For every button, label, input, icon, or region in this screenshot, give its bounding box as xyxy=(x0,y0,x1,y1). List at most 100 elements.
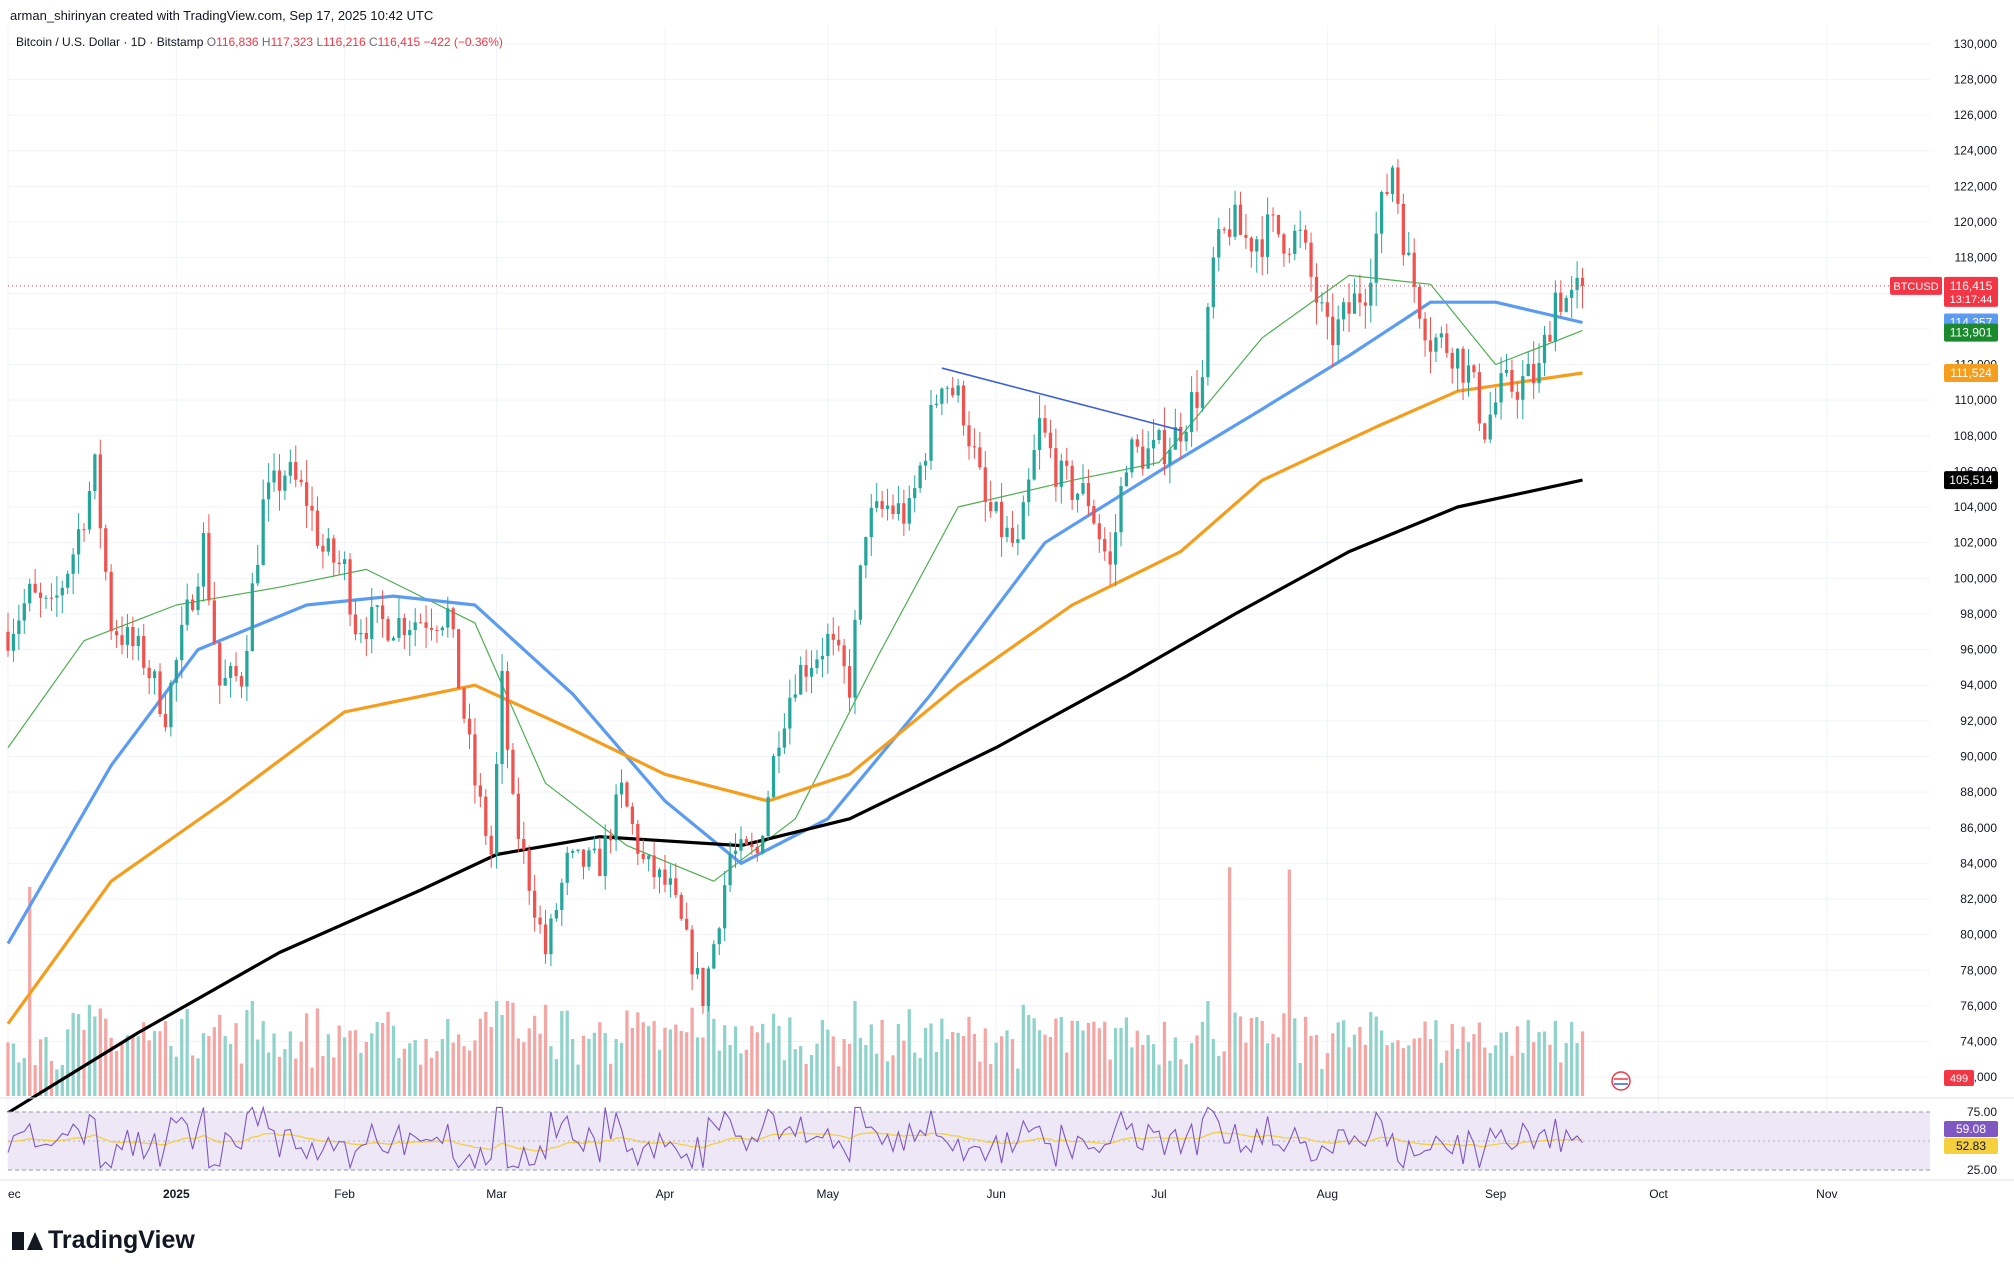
volume-bar xyxy=(1108,1059,1112,1096)
candle-body xyxy=(967,425,971,447)
candle-body xyxy=(614,794,618,841)
candle-body xyxy=(353,614,358,635)
volume-bar xyxy=(771,1013,776,1096)
candle-body xyxy=(49,597,54,599)
price-tick-label: 78,000 xyxy=(1960,963,1997,977)
candle-body xyxy=(1439,333,1443,338)
volume-bar xyxy=(326,1034,330,1096)
candle-body xyxy=(1119,486,1123,533)
candle-body xyxy=(1499,373,1503,403)
candle-body xyxy=(1293,230,1297,255)
volume-bar xyxy=(163,1021,168,1096)
volume-bar xyxy=(223,1036,227,1096)
candle-body xyxy=(380,605,385,619)
candle-body xyxy=(136,636,140,647)
candle-body xyxy=(1336,319,1340,345)
volume-bar xyxy=(1244,1042,1248,1096)
candle-body xyxy=(38,592,43,598)
volume-bar xyxy=(114,1050,119,1096)
candle-body xyxy=(419,622,423,624)
volume-bar xyxy=(695,1037,700,1096)
candle-body xyxy=(261,499,265,565)
volume-bar xyxy=(533,1015,537,1096)
price-tick-label: 110,000 xyxy=(1955,393,1998,407)
volume-bar xyxy=(1103,1021,1107,1096)
candle-body xyxy=(1233,204,1237,237)
candle-body xyxy=(1564,297,1568,312)
volume-bar xyxy=(565,1010,569,1096)
candle-body xyxy=(131,626,135,647)
volume-bar xyxy=(945,1039,949,1096)
candle-body xyxy=(1510,370,1514,392)
symbol-name: Bitcoin / U.S. Dollar · 1D · Bitstamp xyxy=(16,35,204,49)
volume-bar xyxy=(826,1029,830,1096)
price-tick-label: 94,000 xyxy=(1960,678,1997,692)
volume-bar xyxy=(272,1033,276,1096)
candle-body xyxy=(223,677,227,686)
volume-bar xyxy=(1287,869,1291,1096)
volume-bar xyxy=(777,1025,781,1096)
candle-body xyxy=(820,655,825,660)
price-badge-value: 113,901 xyxy=(1950,326,1993,340)
candle-body xyxy=(1032,450,1036,480)
volume-bar xyxy=(1369,1012,1373,1096)
volume-bar xyxy=(1016,1068,1020,1096)
candle-body xyxy=(1282,234,1286,254)
volume-bar xyxy=(728,1044,732,1096)
volume-bar xyxy=(625,1010,629,1096)
volume-bar xyxy=(668,1029,673,1096)
volume-bar xyxy=(690,1007,694,1096)
candle-body xyxy=(478,785,482,797)
candle-body xyxy=(907,498,911,524)
volume-bar xyxy=(1418,1037,1422,1096)
candle-body xyxy=(695,967,700,975)
volume-bar xyxy=(527,1028,531,1096)
tradingview-logo[interactable]: TradingView xyxy=(12,1226,195,1255)
candle-body xyxy=(1374,233,1378,283)
candle-body xyxy=(1466,365,1471,383)
volume-bar xyxy=(353,1030,358,1096)
price-tick-label: 102,000 xyxy=(1954,536,1998,550)
volume-bar xyxy=(169,1045,173,1096)
volume-bar xyxy=(1570,1022,1574,1096)
candle-body xyxy=(1298,229,1302,231)
volume-bar xyxy=(1548,1044,1552,1096)
candle-body xyxy=(511,749,515,794)
candle-body xyxy=(142,636,146,668)
candle-body xyxy=(712,944,716,969)
volume-bar xyxy=(858,1037,863,1096)
volume-bar xyxy=(380,1022,385,1096)
candle-body xyxy=(1195,392,1199,408)
candle-body xyxy=(402,617,406,636)
volume-bar xyxy=(983,1028,987,1096)
candle-body xyxy=(1548,334,1552,342)
volume-bar xyxy=(1130,1047,1134,1096)
author-credit: arman_shirinyan created with TradingView… xyxy=(10,8,434,23)
candle-body xyxy=(76,529,81,555)
candle-body xyxy=(11,633,16,651)
price-tick-label: 104,000 xyxy=(1954,500,1998,514)
candle-body xyxy=(109,571,113,632)
time-tick-label: Jun xyxy=(986,1187,1005,1201)
candle-body xyxy=(1151,439,1156,449)
volume-bar xyxy=(1200,1021,1205,1096)
volume-bar xyxy=(896,1023,901,1096)
candle-body xyxy=(864,537,868,566)
candle-body xyxy=(592,848,597,851)
volume-bar xyxy=(473,1040,477,1096)
candle-body xyxy=(1303,229,1308,243)
volume-bar xyxy=(1580,1031,1585,1096)
volume-bar xyxy=(1097,1028,1101,1096)
volume-bar xyxy=(1461,1026,1465,1096)
candle-body xyxy=(245,650,249,687)
volume-bar xyxy=(1488,1053,1492,1096)
volume-bar xyxy=(451,1042,455,1096)
price-tick-label: 108,000 xyxy=(1954,429,1998,443)
candle-body xyxy=(657,869,662,878)
rsi-line xyxy=(7,1105,1583,1170)
volume-bar xyxy=(674,1024,678,1096)
price-badge-value: 105,514 xyxy=(1949,473,1993,487)
candle-body xyxy=(1570,289,1574,298)
candle-body xyxy=(332,538,336,563)
